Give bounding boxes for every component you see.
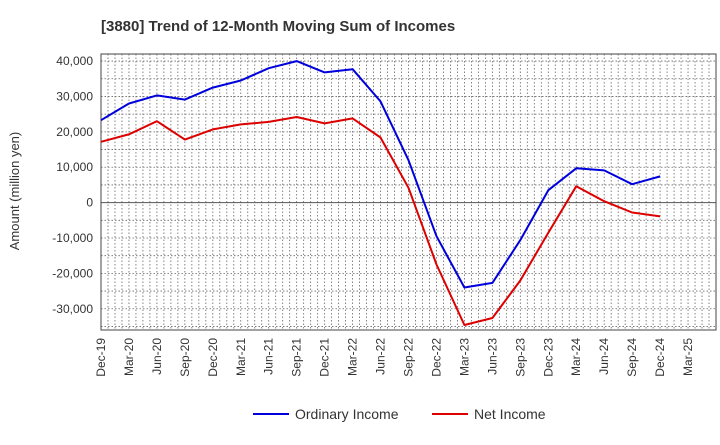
x-tick-label: Sep-23 bbox=[513, 338, 527, 377]
y-tick-label: 0 bbox=[86, 196, 93, 210]
x-tick-label: Mar-23 bbox=[457, 338, 471, 376]
axis-layer: 40,000 30,000 20,000 10,000 0 -10,000 -20,000 -… bbox=[52, 54, 695, 377]
y-tick-label: 30,000 bbox=[56, 89, 93, 103]
x-tick-label: Dec-24 bbox=[653, 338, 667, 377]
x-tick-label: Dec-20 bbox=[206, 338, 220, 377]
y-axis-label: Amount (million yen) bbox=[7, 132, 22, 251]
x-tick-label: Mar-22 bbox=[346, 338, 360, 376]
y-tick-label: 20,000 bbox=[56, 125, 93, 139]
x-tick-label: Jun-20 bbox=[150, 338, 164, 375]
grid-layer bbox=[100, 53, 717, 331]
y-tick-label: 10,000 bbox=[56, 160, 93, 174]
x-tick-label: Sep-24 bbox=[625, 338, 639, 377]
x-tick-label: Jun-21 bbox=[262, 338, 276, 375]
x-tick-label: Dec-21 bbox=[318, 338, 332, 377]
x-tick-label: Mar-21 bbox=[234, 338, 248, 376]
x-tick-label: Jun-24 bbox=[597, 338, 611, 375]
x-tick-label: Sep-20 bbox=[178, 338, 192, 377]
legend-label-1: Net Income bbox=[474, 406, 546, 422]
plot-frame bbox=[100, 53, 717, 331]
y-tick-label: -20,000 bbox=[52, 266, 93, 280]
x-tick-label: Dec-19 bbox=[94, 338, 108, 377]
legend-label-0: Ordinary Income bbox=[295, 406, 399, 422]
chart-title: [3880] Trend of 12-Month Moving Sum of I… bbox=[101, 18, 455, 35]
x-tick-label: Mar-24 bbox=[569, 338, 583, 376]
legend: Ordinary Income Net Income bbox=[253, 406, 546, 422]
y-tick-label: -30,000 bbox=[52, 302, 93, 316]
x-tick-label: Dec-22 bbox=[429, 338, 443, 377]
y-tick-label: 40,000 bbox=[56, 54, 93, 68]
x-tick-label: Sep-22 bbox=[402, 338, 416, 377]
x-tick-label: Dec-23 bbox=[541, 338, 555, 377]
x-tick-label: Mar-25 bbox=[681, 338, 695, 376]
series-line-1 bbox=[100, 116, 661, 326]
y-tick-label: -10,000 bbox=[52, 231, 93, 245]
x-tick-label: Mar-20 bbox=[122, 338, 136, 376]
x-tick-label: Sep-21 bbox=[290, 338, 304, 377]
x-tick-label: Jun-22 bbox=[374, 338, 388, 375]
series-line-0 bbox=[100, 60, 661, 289]
x-tick-label: Jun-23 bbox=[485, 338, 499, 375]
series-layer bbox=[100, 60, 661, 326]
